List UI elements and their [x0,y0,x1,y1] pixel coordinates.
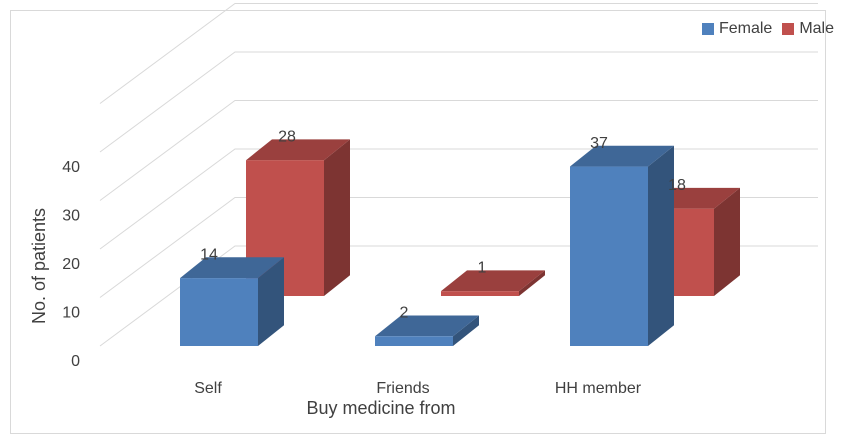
legend-label-male: Male [799,20,834,37]
data-label: 37 [590,135,608,152]
chart-frame [10,10,826,434]
bar-top-face [375,315,479,337]
bar-female [570,145,674,346]
y-tick-label: 40 [62,159,80,176]
legend-label-female: Female [718,20,773,37]
bar-male [246,139,350,296]
data-labels: 28 1 18 14 2 37 [200,128,686,321]
bar-front-face [375,336,453,346]
legend-swatch-female [701,23,714,35]
bar-top-face [441,270,545,292]
legend-swatch-male [782,23,795,35]
bar-female [180,257,284,346]
bar-front-face [570,166,648,346]
bar-side-face [648,145,674,346]
data-label: 14 [200,246,218,263]
bar-male [441,270,545,296]
legend: Female Male [692,20,834,38]
gridline [99,3,818,104]
bar-female [375,315,479,346]
bar-side-face [519,270,545,296]
legend-item-male: Male [782,20,834,38]
y-tick-label: 20 [62,256,80,273]
y-tick-label: 10 [62,305,80,322]
bar-side-face [714,187,740,296]
axes: 0 10 20 30 40 Self Friends HH member [62,159,642,397]
data-label: 28 [278,128,296,145]
bar-front-face [180,278,258,346]
bar-top-face [180,257,284,279]
bar-side-face [453,315,479,346]
gridline [99,51,818,153]
bar-side-face [258,257,284,346]
legend-item-female: Female [701,20,773,38]
x-tick-label: Self [194,380,222,397]
y-tick-label: 0 [71,353,80,370]
bar-top-face [570,145,674,167]
bar-front-face [441,291,519,296]
bar-side-face [324,139,350,296]
data-label: 2 [400,305,409,322]
data-label: 1 [478,259,487,276]
gridline [99,100,818,201]
bars [180,139,740,346]
y-axis-title: No. of patients [29,208,49,324]
x-axis-title: Buy medicine from [306,398,455,418]
bar-top-face [246,139,350,161]
data-label: 18 [668,177,686,194]
x-tick-label: HH member [555,380,642,397]
x-tick-label: Friends [376,380,429,397]
y-tick-label: 30 [62,208,80,225]
